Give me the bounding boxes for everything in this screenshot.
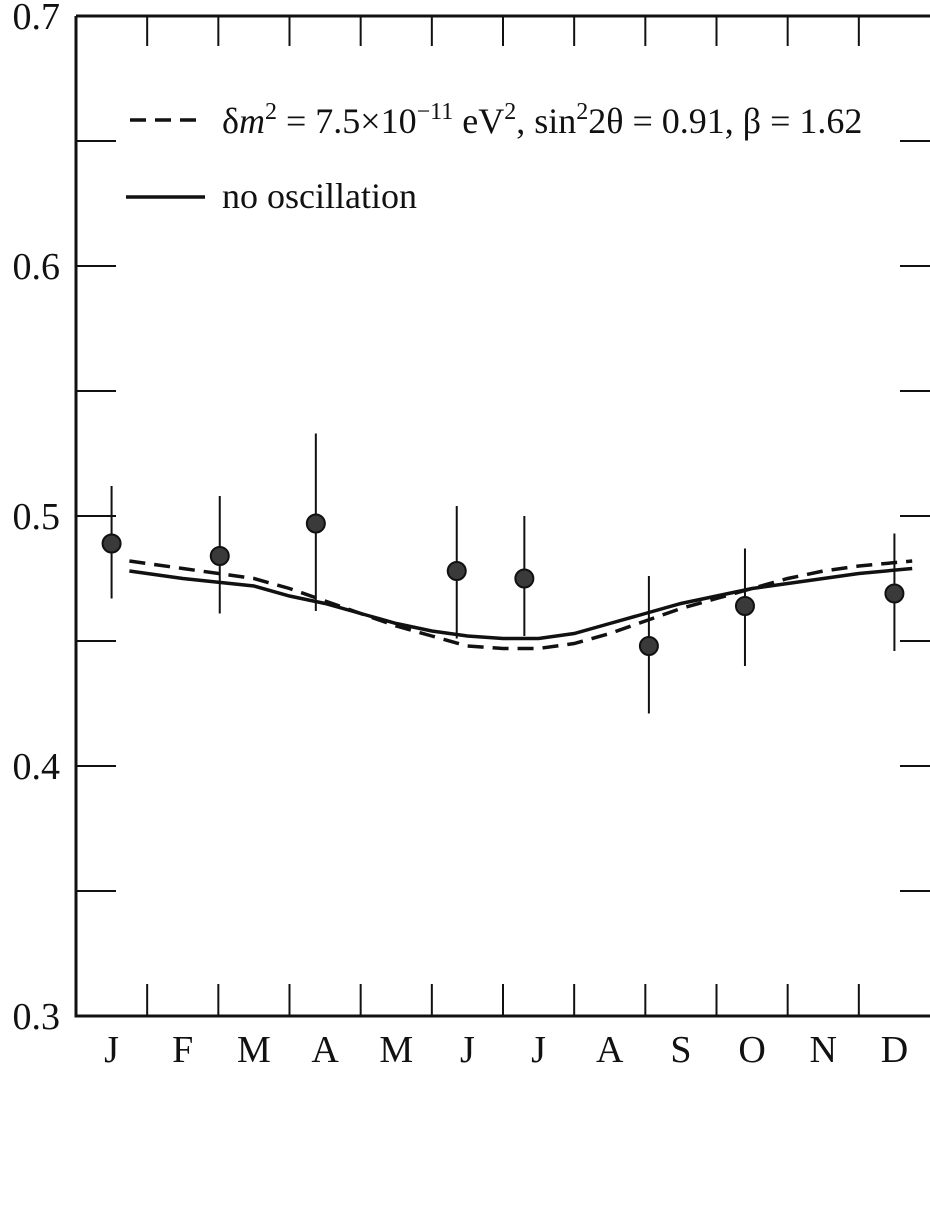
- y-tick-label: 0.3: [13, 996, 61, 1038]
- x-tick-label: F: [172, 1029, 193, 1071]
- x-tick-label: M: [237, 1029, 271, 1071]
- data-point: [101, 533, 122, 554]
- x-tick-label: J: [104, 1029, 119, 1071]
- x-tick-label: A: [596, 1029, 624, 1071]
- legend-dashed-label-part: δ: [222, 101, 239, 141]
- x-tick-label: N: [810, 1029, 837, 1071]
- legend-dashed-label-part: 2: [265, 99, 277, 125]
- y-tick-label: 0.5: [13, 496, 61, 538]
- legend-dashed-label-part: 2: [576, 99, 588, 125]
- data-point: [514, 568, 535, 589]
- solid-curve: [129, 566, 913, 641]
- y-tick-label: 0.4: [13, 746, 61, 788]
- legend-dashed-label: δm2 = 7.5×10−11 eV2, sin22θ = 0.91, β = …: [222, 99, 862, 141]
- legend-dashed-label-part: −11: [417, 99, 454, 125]
- x-tick-label: J: [460, 1029, 475, 1071]
- legend-solid-label: no oscillation: [222, 176, 417, 216]
- y-tick-label: 0.6: [13, 246, 61, 288]
- x-tick-label: S: [670, 1029, 691, 1071]
- x-tick-label: O: [738, 1029, 765, 1071]
- x-tick-label: A: [311, 1029, 339, 1071]
- axis-frame: [74, 14, 930, 1018]
- x-tick-label: D: [881, 1029, 908, 1071]
- legend: δm2 = 7.5×10−11 eV2, sin22θ = 0.91, β = …: [126, 99, 862, 216]
- x-tick-label: M: [379, 1029, 413, 1071]
- legend-dashed-label-part: eV: [453, 101, 504, 141]
- data-points: [101, 433, 905, 714]
- data-point: [638, 636, 659, 656]
- x-tick-label: J: [531, 1029, 546, 1071]
- data-point: [884, 583, 905, 604]
- data-point: [305, 513, 326, 534]
- data-point: [734, 596, 755, 616]
- legend-dashed-label-part: = 7.5×10: [277, 101, 417, 141]
- data-point: [446, 561, 467, 581]
- y-axis-ticks: 0.3 0.4 0.5 0.6 0.7: [13, 0, 930, 1038]
- legend-dashed-label-part: , sin: [516, 101, 576, 141]
- curves: [129, 559, 913, 651]
- y-tick-label: 0.7: [13, 0, 61, 38]
- data-point: [209, 546, 230, 566]
- legend-dashed-label-part: 2: [504, 99, 516, 125]
- legend-dashed-label-part: 2θ = 0.91, β = 1.62: [588, 101, 862, 141]
- legend-dashed-label-part: m: [239, 101, 265, 141]
- dashed-curve: [129, 559, 913, 651]
- plot-frame: [74, 14, 930, 1018]
